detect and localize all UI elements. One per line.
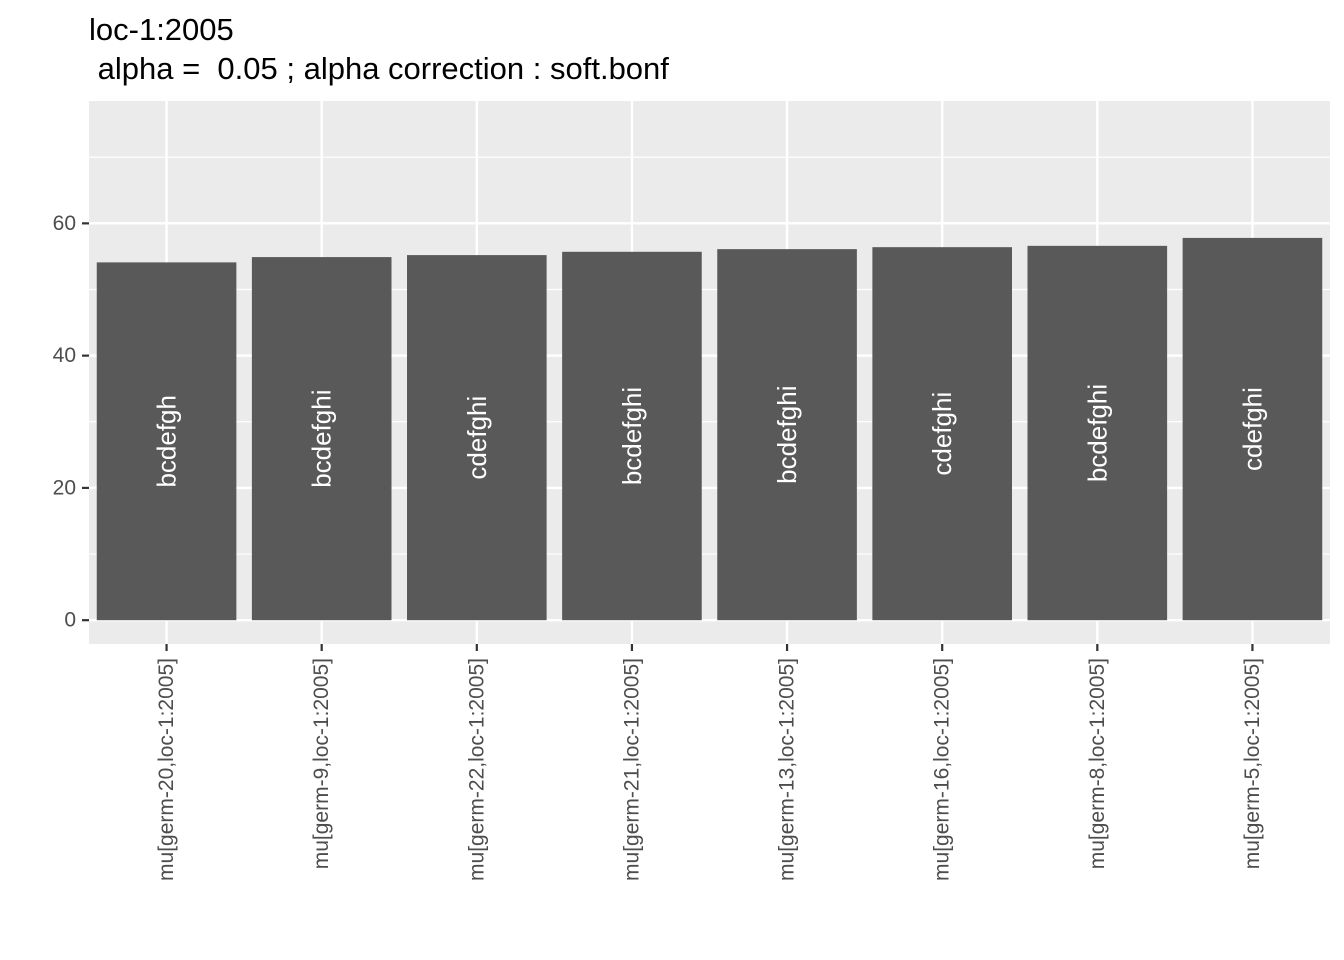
x-tick-label: mu[germ-9,loc-1:2005] [310,658,333,869]
chart-title: loc-1:2005 [89,12,234,47]
y-axis: 0 20 40 60 [53,212,89,632]
x-tick-label: mu[germ-16,loc-1:2005] [931,658,954,881]
bar [562,251,702,621]
y-tick-label: 60 [53,212,76,235]
x-axis: mu[germ-20,loc-1:2005] mu[germ-9,loc-1:20… [155,644,1264,881]
x-tick-label: mu[germ-21,loc-1:2005] [620,658,643,881]
bar-data-label: cdefghi [462,396,492,480]
bar-data-label: bcdefghi [307,389,337,487]
bar-data-label: bcdefghi [1082,384,1112,482]
bar-data-label: bcdefghi [617,387,647,485]
y-tick-label: 40 [53,344,76,367]
bars [96,237,1323,621]
y-tick-label: 20 [53,476,76,499]
bar [407,255,547,621]
x-tick-label: mu[germ-22,loc-1:2005] [465,658,488,881]
bar-data-label: bcdefgh [152,395,182,488]
bar [96,262,237,621]
bar-data-label: cdefghi [927,392,957,476]
x-tick-label: mu[germ-5,loc-1:2005] [1241,658,1264,869]
bar [1027,245,1168,621]
x-tick-label: mu[germ-13,loc-1:2005] [776,658,799,881]
x-tick-label: mu[germ-20,loc-1:2005] [155,658,178,881]
bar [717,249,857,621]
bar [251,257,392,621]
bar-data-label: bcdefghi [772,386,802,484]
y-tick-label: 0 [64,609,76,632]
chart-subtitle: alpha = 0.05 ; alpha correction : soft.b… [89,51,669,86]
x-tick-label: mu[germ-8,loc-1:2005] [1086,658,1109,869]
bar [1182,237,1323,621]
bar [872,247,1012,621]
bar-labels: bcdefgh bcdefghi cdefghi bcdefghi bcdefghi cd… [152,384,1268,488]
bar-data-label: cdefghi [1237,387,1267,471]
